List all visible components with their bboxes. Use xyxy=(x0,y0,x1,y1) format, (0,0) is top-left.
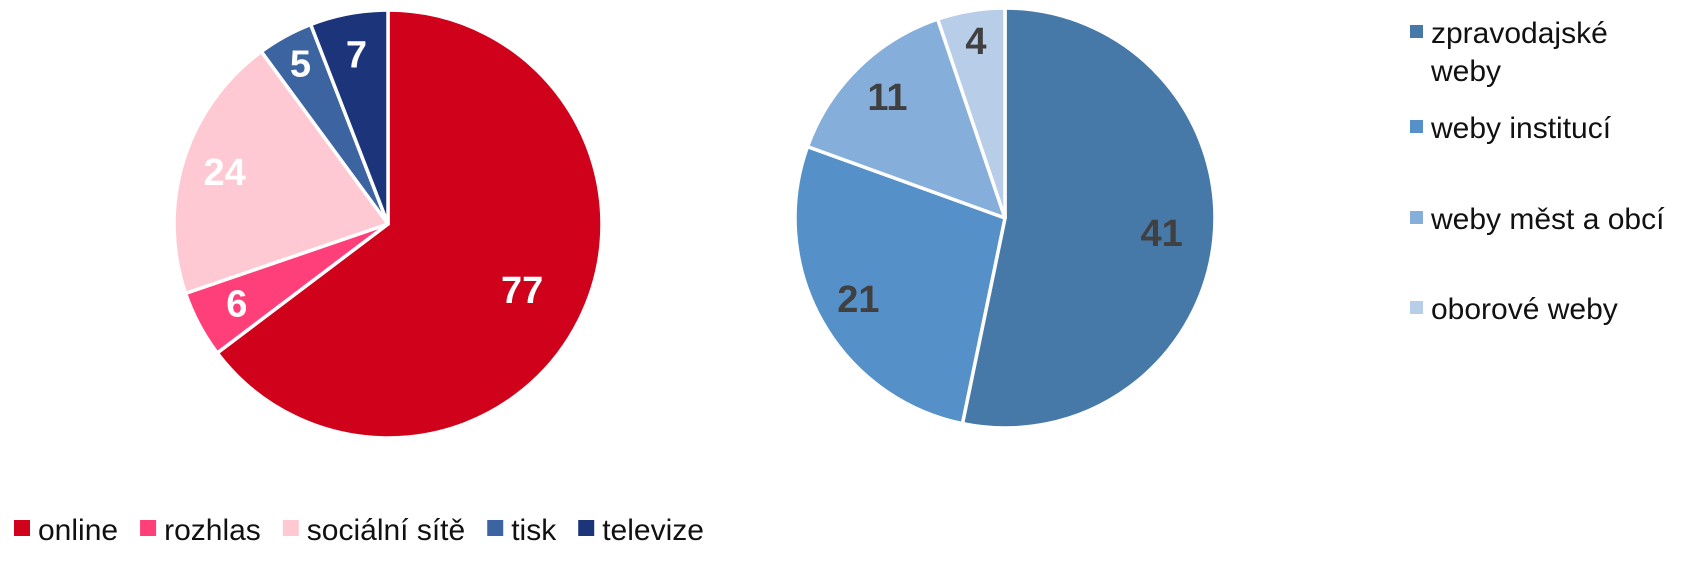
legend-item-weby-mest-a-obci-swatch xyxy=(1410,211,1423,224)
slice-televize xyxy=(308,8,390,226)
legend-item-weby-mest-a-obci-label-line-1: weby měst a obcí xyxy=(1430,203,1665,236)
legend-item-zpravodajske-weby-label-line-2: weby xyxy=(1430,55,1501,88)
legend-item-tisk-label: tisk xyxy=(511,514,557,547)
legend-item-tisk-swatch xyxy=(487,520,504,536)
legend-item-oborove-weby-label-line-1: oborové weby xyxy=(1431,293,1618,326)
slice-socialni-site xyxy=(172,49,390,296)
legend-media-types: online rozhlas sociální sítě tisk televize xyxy=(14,514,704,547)
slice-tisk-value-label: 5 xyxy=(290,44,311,86)
legend-item-weby-instituci: weby institucí xyxy=(1410,112,1612,145)
legend-item-oborove-weby: oborové weby xyxy=(1410,293,1618,326)
legend-item-weby-mest-a-obci: weby měst a obcí xyxy=(1410,203,1665,236)
slice-weby-instituci xyxy=(793,144,1007,426)
legend-item-online: online xyxy=(14,514,118,547)
slice-socialni-site-value-label: 24 xyxy=(203,152,245,194)
legend-item-televize-swatch xyxy=(578,520,595,536)
legend-item-televize: televize xyxy=(578,514,704,547)
legend-item-televize-label: televize xyxy=(602,514,704,547)
legend-item-rozhlas-label: rozhlas xyxy=(164,514,261,547)
slice-rozhlas-value-label: 6 xyxy=(226,283,247,325)
legend-item-socialni-site-label: sociální sítě xyxy=(307,514,465,547)
slice-weby-mest-a-obci xyxy=(805,17,1007,220)
pie-chart-media-types: 77 6 24 5 7 xyxy=(172,8,604,440)
slice-zpravodajske-weby-value-label: 41 xyxy=(1141,213,1183,255)
legend-item-zpravodajske-weby-label-line-1: zpravodajské xyxy=(1431,17,1608,50)
pie-chart-online-sources: 41 21 11 4 xyxy=(793,6,1217,430)
legend-item-socialni-site: sociální sítě xyxy=(282,514,465,547)
slice-zpravodajske-weby xyxy=(960,6,1217,430)
legend-item-rozhlas-swatch xyxy=(140,520,157,536)
slice-weby-mest-a-obci-value-label: 11 xyxy=(867,77,907,119)
legend-item-online-label: online xyxy=(38,514,118,547)
legend-item-tisk: tisk xyxy=(487,514,557,547)
slice-weby-instituci-value-label: 21 xyxy=(837,279,879,321)
slice-online-value-label: 77 xyxy=(501,270,543,312)
slice-televize-value-label: 7 xyxy=(346,35,367,77)
legend-item-oborove-weby-swatch xyxy=(1410,301,1423,314)
legend-item-zpravodajske-weby-swatch xyxy=(1410,25,1423,38)
legend-item-rozhlas: rozhlas xyxy=(140,514,261,547)
legend-item-zpravodajske-weby: zpravodajské weby xyxy=(1410,17,1608,88)
legend-item-online-swatch xyxy=(14,520,30,536)
slice-oborove-weby xyxy=(935,6,1007,220)
legend-online-sources: zpravodajské weby weby institucí weby měst … xyxy=(1410,17,1665,326)
legend-item-weby-instituci-label-line-1: weby institucí xyxy=(1430,112,1612,145)
slice-oborove-weby-value-label: 4 xyxy=(965,21,986,63)
legend-item-socialni-site-swatch xyxy=(282,520,299,536)
slice-online xyxy=(215,8,604,440)
legend-item-weby-instituci-swatch xyxy=(1410,120,1423,133)
